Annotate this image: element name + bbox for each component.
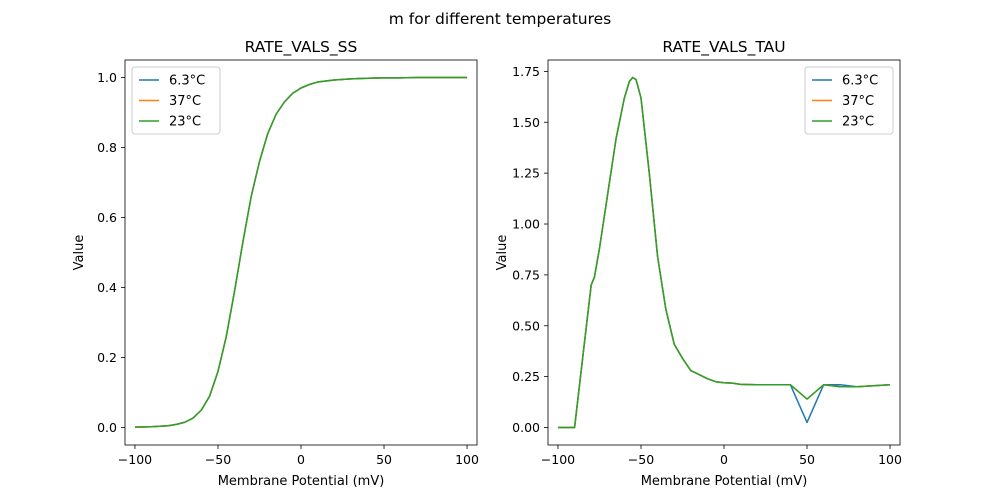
x-tick-label: −100: [541, 452, 575, 467]
series-line-3: [134, 76, 468, 428]
y-tick-label: 0.25: [512, 369, 540, 384]
x-tick-label: 0: [720, 452, 728, 467]
series-group: [134, 76, 468, 428]
legend-label: 37°C: [842, 94, 874, 109]
y-tick-label: 1.75: [512, 64, 540, 79]
legend-label: 37°C: [169, 94, 201, 109]
series-line-3: [557, 76, 891, 429]
x-tick-label: −50: [205, 452, 231, 467]
x-tick-label: 0: [297, 452, 305, 467]
y-tick-label: 1.0: [97, 70, 117, 85]
y-tick-label: 0.6: [97, 210, 117, 225]
x-tick-label: 50: [799, 452, 815, 467]
legend-label: 23°C: [169, 115, 201, 130]
x-tick-label: 100: [455, 452, 479, 467]
y-tick-label: 1.25: [512, 166, 540, 181]
legend: 6.3°C 37°C 23°C: [131, 66, 221, 135]
legend-label: 6.3°C: [842, 74, 878, 89]
series-group: [557, 76, 891, 429]
y-tick-label: 0.50: [512, 318, 540, 333]
subplot-1: RATE_VALS_SS −100 −50 0 50 100 0.0 0.2 0.4 0.6 0.8…: [72, 38, 479, 489]
legend-frame: [131, 66, 221, 135]
y-tick-label: 0.00: [512, 420, 540, 435]
y-tick-label: 0.75: [512, 267, 540, 282]
y-tick-label: 1.00: [512, 217, 540, 232]
legend: 6.3°C 37°C 23°C: [804, 66, 894, 135]
y-tick-label: 0.4: [97, 280, 117, 295]
axes-frame: [124, 59, 478, 446]
figure-suptitle: m for different temperatures: [389, 10, 612, 28]
x-tick-label: −100: [118, 452, 152, 467]
legend-frame: [804, 66, 894, 135]
y-axis-label: Value: [495, 235, 510, 271]
y-tick-label: 1.50: [512, 115, 540, 130]
subplots: RATE_VALS_SS −100 −50 0 50 100 0.0 0.2 0.4 0.6 0.8…: [72, 38, 902, 489]
y-tick-label: 0.2: [97, 350, 117, 365]
legend-label: 6.3°C: [169, 74, 205, 89]
x-axis-label: Membrane Potential (mV): [641, 474, 808, 489]
x-axis-label: Membrane Potential (mV): [218, 474, 385, 489]
y-tick-label: 0.0: [97, 420, 117, 435]
y-axis-label: Value: [72, 235, 87, 271]
y-tick-label: 0.8: [97, 140, 117, 155]
subplot-2: RATE_VALS_TAU −100 −50 0 50 100 0.00 0.25 0.50 0.…: [495, 38, 902, 489]
x-tick-label: 100: [878, 452, 902, 467]
x-tick-label: −50: [628, 452, 654, 467]
subplot-title: RATE_VALS_TAU: [662, 38, 785, 57]
subplot-title: RATE_VALS_SS: [245, 38, 358, 57]
x-tick-label: 50: [376, 452, 392, 467]
axes-frame: [547, 59, 901, 446]
legend-label: 23°C: [842, 115, 874, 130]
